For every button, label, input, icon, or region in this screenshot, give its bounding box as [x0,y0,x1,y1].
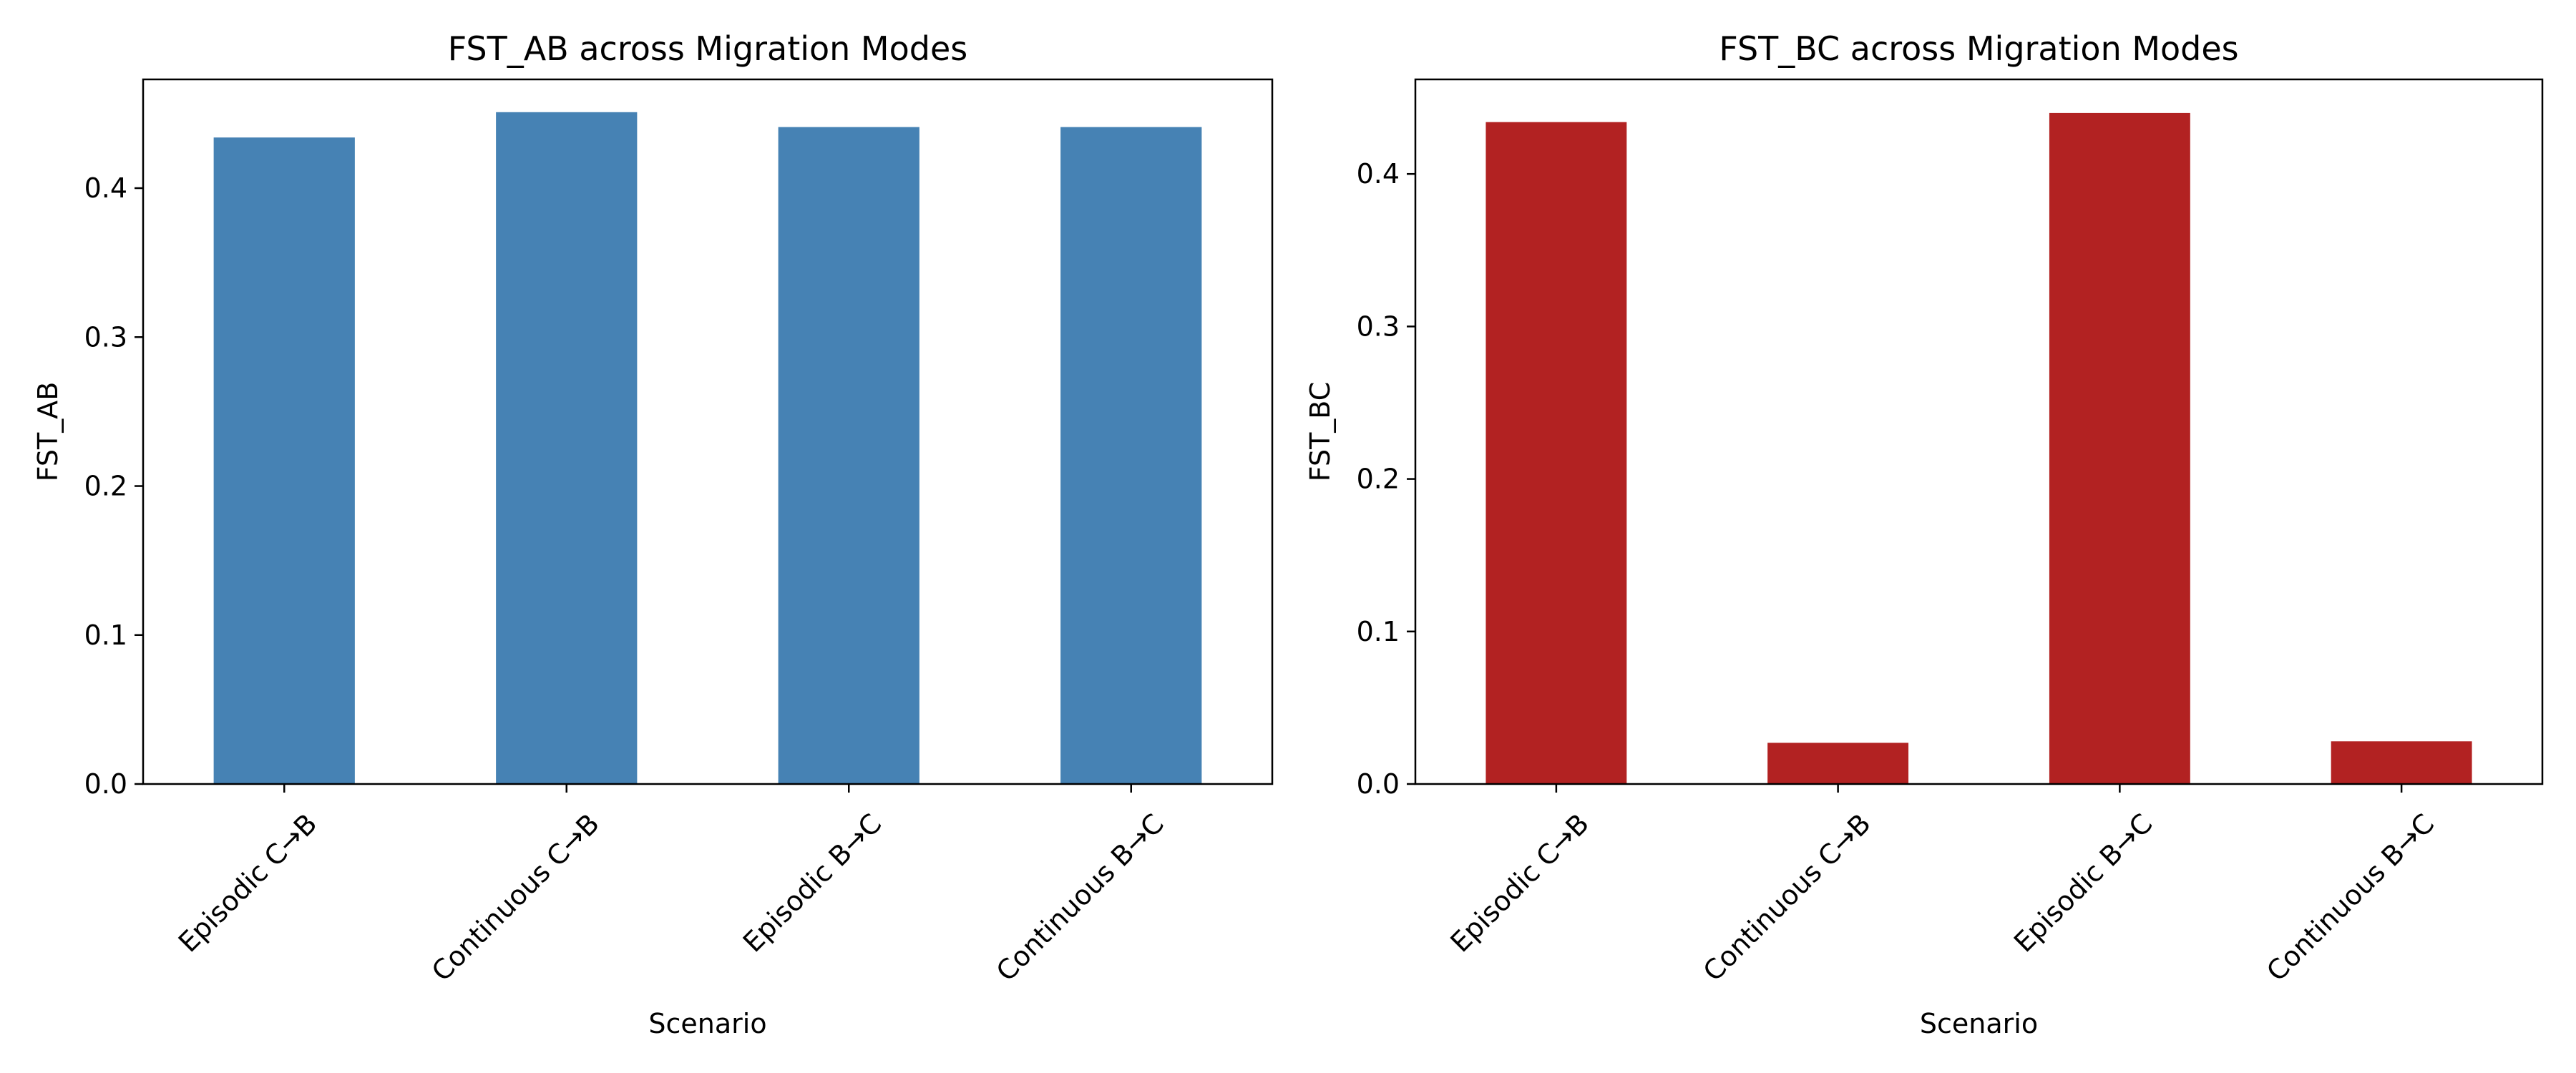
y-tick-label: 0.2 [84,471,127,502]
bar [496,112,638,784]
bar-group [213,112,1202,784]
y-tick-label: 0.0 [84,768,127,800]
plot-frame [1414,78,2544,785]
y-tick-label: 0.1 [1357,616,1400,647]
bar [1485,122,1627,785]
chart-title: FST_BC across Migration Modes [1719,29,2238,68]
bar [2331,741,2472,784]
y-tick-label: 0.3 [1357,310,1400,342]
x-axis-label: Scenario [1920,1008,2038,1039]
y-tick-label: 0.1 [84,619,127,651]
y-tick-label: 0.3 [84,321,127,353]
chart-title: FST_AB across Migration Modes [448,29,967,68]
y-axis-label: FST_AB [32,382,64,482]
y-tick-label: 0.2 [1357,464,1400,495]
y-axis-label: FST_BC [1304,382,1336,481]
x-axis-label: Scenario [648,1008,766,1039]
bar-group [1485,112,2472,785]
bar [2049,112,2190,784]
bar [1060,127,1202,784]
y-tick-label: 0.4 [1357,158,1400,190]
bar [1767,743,1909,784]
bar [213,137,355,784]
plot-frame [142,78,1274,785]
bar [778,127,919,784]
y-tick-label: 0.4 [84,172,127,204]
y-tick-label: 0.0 [1357,768,1400,800]
